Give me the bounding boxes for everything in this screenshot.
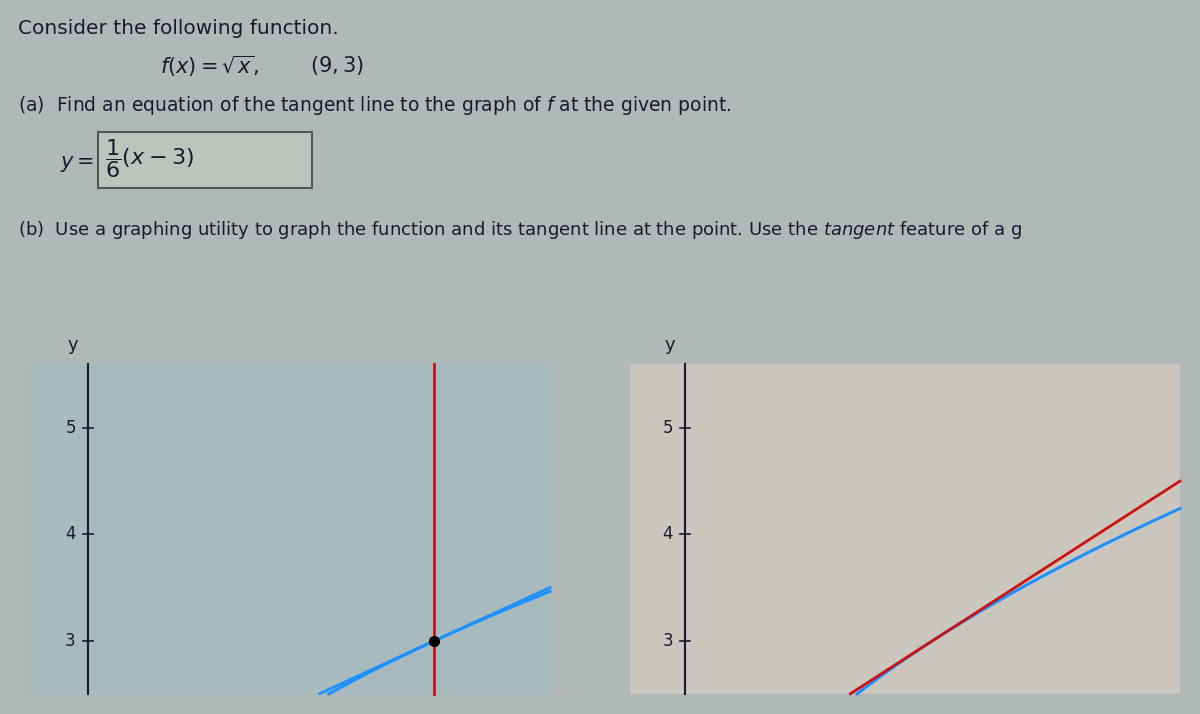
Bar: [30, 364, 550, 694]
Text: 3: 3: [65, 632, 76, 650]
Text: 5: 5: [662, 419, 673, 437]
Text: (a)  Find an equation of the tangent line to the graph of $f$ at the given point: (a) Find an equation of the tangent line…: [18, 94, 732, 117]
Text: 4: 4: [662, 526, 673, 543]
Text: $(9, 3)$: $(9, 3)$: [310, 54, 364, 77]
Text: $f(x) = \sqrt{x},$: $f(x) = \sqrt{x},$: [160, 54, 259, 79]
Text: 3: 3: [662, 632, 673, 650]
Text: y: y: [67, 336, 78, 354]
Text: 4: 4: [65, 526, 76, 543]
Text: $\dfrac{1}{6}(x-3)$: $\dfrac{1}{6}(x-3)$: [106, 137, 194, 180]
Text: 5: 5: [65, 419, 76, 437]
FancyBboxPatch shape: [98, 132, 312, 188]
Text: y: y: [665, 336, 676, 354]
Text: Consider the following function.: Consider the following function.: [18, 19, 338, 38]
Bar: [630, 364, 1180, 694]
Text: (b)  Use a graphing utility to graph the function and its tangent line at the po: (b) Use a graphing utility to graph the …: [18, 219, 1022, 241]
Text: $y=$: $y=$: [60, 154, 95, 174]
